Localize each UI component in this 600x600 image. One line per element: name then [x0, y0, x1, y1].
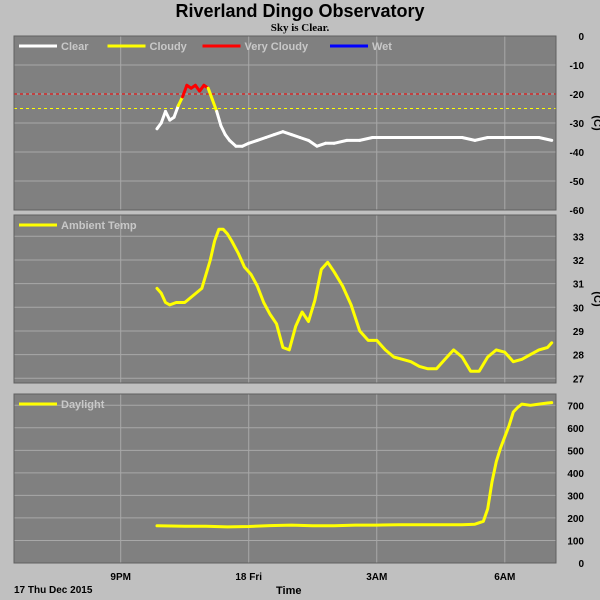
y-tick-label: 31	[573, 280, 585, 291]
sky-temp-segment	[272, 130, 285, 137]
y-tick-label: -40	[570, 148, 585, 159]
page-title: Riverland Dingo Observatory	[175, 1, 425, 21]
y-tick-label: 400	[567, 469, 584, 480]
sky-temp-segment	[298, 136, 310, 142]
sky-temp-segment	[460, 136, 477, 142]
sky-panel: 0 -10 -20 -30 -40 -50 -60 (C) Clear Cloudy Very Cl…	[13, 32, 600, 217]
sky-temp-segment	[264, 133, 276, 139]
y-tick-label: 0	[578, 32, 584, 43]
plot-frame	[13, 393, 557, 564]
x-axis-title: Time	[276, 585, 302, 597]
y-axis-unit: (C)	[591, 291, 600, 307]
daylight-plot-area	[14, 394, 556, 563]
sky-temp-segment	[247, 138, 259, 145]
y-tick-label: -60	[570, 206, 585, 217]
sky-temp-segment	[306, 138, 319, 148]
legend-label: Very Cloudy	[245, 41, 309, 53]
y-tick-label: 29	[573, 327, 585, 338]
y-axis-unit: (C)	[591, 115, 600, 131]
sky-status: Sky is Clear.	[270, 22, 330, 34]
sky-temp-segment	[215, 109, 223, 128]
legend-label: Wet	[372, 41, 392, 53]
daylight-line	[155, 401, 554, 529]
legend-label: Cloudy	[150, 41, 188, 53]
sky-temp-segment	[219, 124, 227, 137]
y-tick-label: 500	[567, 446, 584, 457]
sky-temp-segment	[281, 130, 293, 137]
sky-temp-segment	[181, 83, 189, 99]
ambient-temp-line	[155, 227, 554, 373]
y-tick-label: 32	[573, 256, 585, 267]
sky-temp-segment	[210, 98, 219, 113]
sky-temp-segment	[315, 141, 328, 148]
y-tick-label: 28	[573, 351, 585, 362]
ambient-plot-area	[14, 215, 556, 383]
y-tick-label: 27	[573, 374, 585, 385]
x-tick-label: 6AM	[494, 572, 515, 583]
y-tick-label: 33	[573, 232, 585, 243]
sky-temp-segment	[206, 86, 214, 102]
legend-label: Clear	[61, 41, 89, 53]
sky-temp-segment	[164, 109, 172, 122]
sky-temp-segment	[358, 136, 374, 142]
y-tick-label: 600	[567, 424, 584, 435]
sky-temp-segment	[473, 136, 490, 142]
y-tick-label: 100	[567, 536, 584, 547]
plot-frame	[13, 214, 557, 384]
sky-temp-segment	[176, 95, 185, 108]
sky-temp-segment	[332, 138, 349, 145]
x-tick-label: 3AM	[366, 572, 387, 583]
y-tick-label: 200	[567, 514, 584, 525]
y-tick-label: -50	[570, 177, 585, 188]
ambient-panel: 27 28 29 30 31 32 33 (C) Ambient Temp	[13, 214, 600, 385]
y-tick-label: 30	[573, 303, 585, 314]
legend-label: Daylight	[61, 399, 105, 411]
x-tick-label: 9PM	[110, 572, 131, 583]
y-tick-label: 0	[578, 559, 584, 570]
y-tick-label: 300	[567, 491, 584, 502]
sky-temp-segment	[537, 136, 554, 142]
date-label: 17 Thu Dec 2015	[14, 585, 93, 596]
y-tick-label: -30	[570, 119, 585, 130]
sky-temp-segment	[172, 104, 180, 119]
daylight-panel: 0 100 200 300 400 500 600 700 Daylight	[13, 393, 584, 570]
sky-temp-segment	[255, 136, 268, 142]
y-tick-label: -20	[570, 90, 585, 101]
legend-label: Ambient Temp	[61, 220, 137, 232]
y-tick-label: -10	[570, 61, 585, 72]
sky-temp-segment	[289, 133, 302, 139]
x-tick-label: 18 Fri	[235, 572, 262, 583]
y-tick-label: 700	[567, 401, 584, 412]
plot-frame	[13, 35, 557, 211]
